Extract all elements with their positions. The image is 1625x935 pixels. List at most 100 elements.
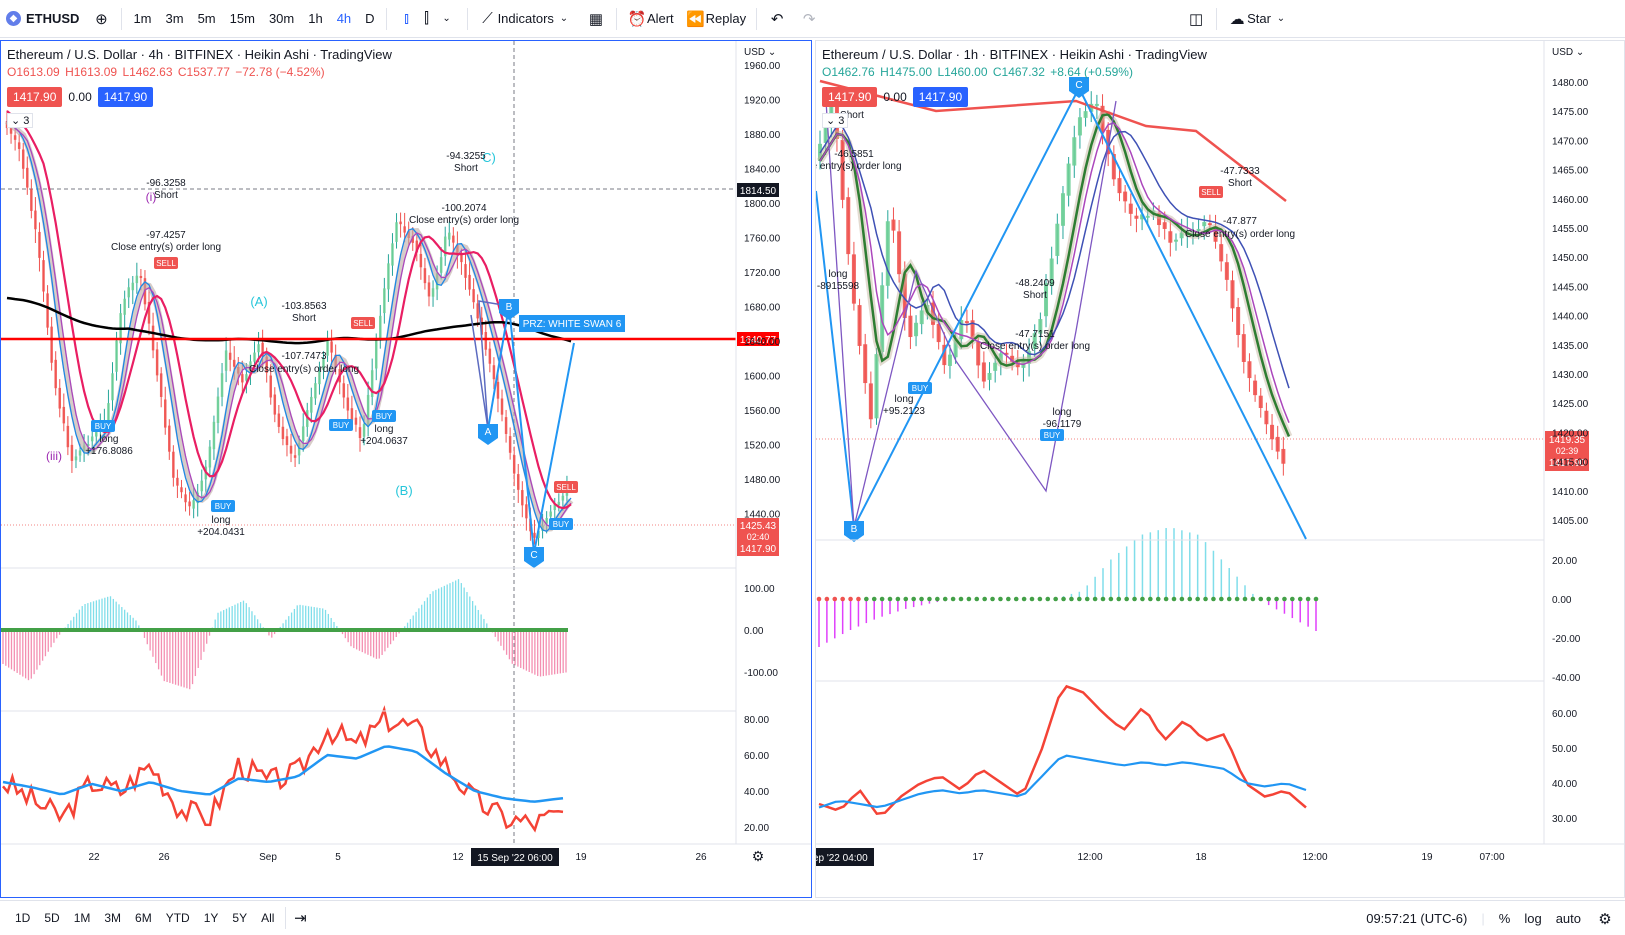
bid-badge[interactable]: 1417.90: [7, 87, 63, 107]
timeframe-D[interactable]: D: [365, 11, 375, 26]
point-b-marker: B: [851, 524, 858, 535]
settings-gear-icon[interactable]: ⚙: [1598, 910, 1612, 928]
price-tick: 1455.00: [1552, 224, 1589, 235]
replay-button[interactable]: ⏪ Replay: [680, 0, 752, 38]
osc-dot: [1108, 596, 1114, 602]
osc-dot: [958, 596, 964, 602]
osc-dot: [966, 596, 972, 602]
compare-button[interactable]: ⊕: [85, 0, 117, 38]
range-ytd[interactable]: YTD: [165, 911, 190, 925]
bar-style-button[interactable]: ⫾ ⫿ ⌄: [391, 0, 463, 38]
layout-split-button[interactable]: ◫: [1180, 0, 1212, 38]
price-candle: [902, 273, 907, 319]
range-5y[interactable]: 5Y: [232, 911, 248, 925]
price-candle: [460, 254, 463, 263]
rsi-tick: 30.00: [1552, 814, 1577, 825]
cloud-icon: ☁: [1229, 10, 1245, 28]
alert-label: Alert: [646, 11, 674, 26]
sell-tag-bg: [351, 317, 375, 329]
left-chart-canvas[interactable]: A B C PRZ: WHITE SWAN 6 (A) (B) C) (iii) (i)-96.…: [1, 41, 811, 897]
price-candle: [21, 149, 25, 169]
timeframe-4h[interactable]: 4h: [336, 11, 352, 26]
split-layout-icon: ◫: [1189, 10, 1204, 28]
redo-icon: ↷: [802, 10, 816, 28]
price-candle: [525, 504, 528, 519]
undo-button[interactable]: ↶: [761, 0, 793, 38]
range-6m[interactable]: 6M: [135, 911, 152, 925]
price-candle: [224, 350, 228, 371]
trade-annotation: -96.3258: [146, 178, 186, 189]
right-chart-canvas[interactable]: B C Short -46.5851se entry(s) order long lon…: [816, 41, 1624, 897]
price-candle: [383, 288, 386, 314]
alert-button[interactable]: ⏰ Alert: [621, 0, 680, 38]
osc-dot: [1021, 596, 1027, 602]
price-candle: [253, 352, 256, 362]
price-candle: [86, 444, 90, 447]
star-button[interactable]: ☁ Star ⌄: [1221, 0, 1297, 38]
price-tick: 1920.00: [744, 96, 781, 107]
price-candle: [468, 274, 471, 290]
price-candle: [846, 197, 851, 255]
range-all[interactable]: All: [261, 911, 275, 925]
osc-dot: [871, 596, 877, 602]
timeframe-1m[interactable]: 1m: [133, 11, 152, 26]
osc-dot: [1084, 596, 1090, 602]
range-3m[interactable]: 3M: [104, 911, 122, 925]
right-chart-pane[interactable]: B C Short -46.5851se entry(s) order long lon…: [815, 40, 1625, 898]
range-1d[interactable]: 1D: [15, 911, 31, 925]
osc-dot: [1203, 596, 1208, 602]
price-candle: [897, 231, 902, 275]
price-tick: 1475.00: [1552, 107, 1589, 118]
osc-dot: [998, 596, 1003, 602]
price-candle: [1055, 223, 1060, 256]
ask-badge[interactable]: 1417.90: [912, 87, 969, 107]
bid-badge[interactable]: 1417.90: [822, 87, 878, 107]
price-candle: [115, 340, 118, 372]
price-candle: [1145, 215, 1150, 218]
price-candle: [970, 320, 975, 339]
spread-value: 0.00: [883, 90, 907, 104]
price-candle: [1140, 214, 1145, 220]
left-chart-pane[interactable]: A B C PRZ: WHITE SWAN 6 (A) (B) C) (iii) (i) -96.…: [0, 40, 812, 898]
goto-date-icon[interactable]: ⇥: [294, 910, 307, 927]
price-candle: [1094, 103, 1099, 106]
price-candle: [423, 268, 427, 284]
price-candle: [107, 403, 110, 423]
price-candle: [391, 243, 394, 266]
range-5d[interactable]: 5D: [44, 911, 60, 925]
timeframe-1h[interactable]: 1h: [308, 11, 323, 26]
timeframe-15m[interactable]: 15m: [229, 11, 255, 26]
collapse-indicators-button[interactable]: ⌄ 3: [7, 113, 34, 128]
redo-button[interactable]: ↷: [793, 0, 825, 38]
date-tick: 07:00: [1479, 852, 1504, 863]
timeframe-30m[interactable]: 30m: [268, 11, 295, 26]
timeframe-5m[interactable]: 5m: [197, 11, 216, 26]
sell-tag-bg: [154, 257, 178, 269]
layouts-button[interactable]: ▦: [580, 0, 612, 38]
indicators-button[interactable]: ⟋ Indicators ⌄: [472, 0, 580, 38]
range-1m[interactable]: 1M: [73, 911, 91, 925]
sell-tag: SELL: [1201, 188, 1221, 197]
grid-icon: ▦: [588, 10, 604, 28]
last-price-bg: [737, 518, 779, 556]
collapse-indicators-button[interactable]: ⌄ 3: [822, 113, 849, 128]
trade-annotation: -100.2074: [441, 203, 486, 214]
left-chart-title: Ethereum / U.S. Dollar · 4h · BITFINEX ·…: [7, 47, 392, 62]
range-1y[interactable]: 1Y: [203, 911, 219, 925]
buy-tag-bg: [372, 410, 396, 422]
point-b-marker-bg: [844, 521, 864, 542]
price-candle: [533, 532, 536, 538]
osc-dot: [856, 596, 861, 602]
price-candle: [976, 341, 981, 366]
price-candle: [942, 344, 947, 366]
price-candle: [1123, 191, 1128, 202]
ask-badge[interactable]: 1417.90: [97, 87, 154, 107]
percent-toggle[interactable]: %: [1498, 911, 1511, 926]
clock[interactable]: 09:57:21 (UTC-6): [1366, 911, 1468, 926]
symbol-search[interactable]: ◆ ETHUSD: [0, 0, 85, 38]
hline-price: 1640.77: [740, 335, 777, 346]
log-toggle[interactable]: log: [1524, 911, 1542, 926]
auto-toggle[interactable]: auto: [1555, 911, 1581, 926]
price-tick: 1405.00: [1552, 516, 1589, 527]
timeframe-3m[interactable]: 3m: [165, 11, 184, 26]
